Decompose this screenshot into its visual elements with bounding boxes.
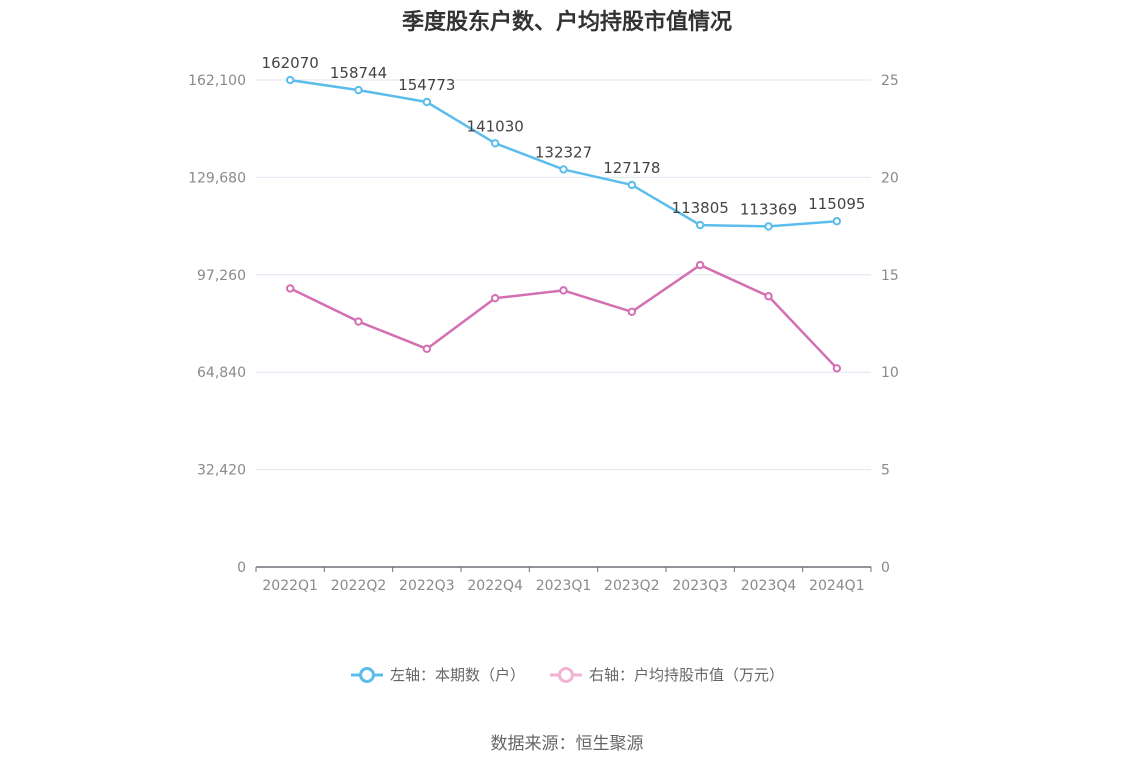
data-point-right — [764, 292, 773, 301]
data-point-right — [559, 286, 568, 295]
right-axis-tick-label: 25 — [881, 73, 899, 89]
data-point-right — [354, 317, 363, 326]
data-point-left — [695, 220, 705, 230]
left-axis-tick-label: 0 — [237, 560, 246, 576]
x-axis-tick-label: 2022Q3 — [399, 578, 455, 594]
legend-item-right-series[interactable]: 右轴：户均持股市值（万元） — [549, 664, 784, 685]
x-axis-tick-label: 2023Q3 — [672, 578, 728, 594]
data-point-right — [695, 260, 705, 270]
legend-swatch-right — [550, 666, 582, 683]
series-line-right — [289, 263, 838, 370]
x-axis-tick-label: 2023Q1 — [536, 578, 592, 594]
chart-title: 季度股东户数、户均持股市值情况 — [401, 10, 732, 35]
legend-swatch-left — [350, 666, 383, 683]
data-point-right — [832, 364, 842, 373]
right-axis-tick-label: 0 — [881, 560, 890, 576]
left-axis-tick-label: 97,260 — [197, 268, 246, 284]
right-axis-tick-label: 10 — [881, 365, 899, 381]
data-point-left — [285, 75, 295, 85]
data-point-right — [490, 293, 500, 303]
data-label: 113369 — [740, 200, 797, 218]
x-axis-tick-label: 2022Q4 — [467, 578, 523, 594]
x-axis-tick-label: 2022Q1 — [262, 578, 318, 594]
x-axis-tick-label: 2023Q2 — [604, 578, 660, 594]
data-point-left — [627, 180, 637, 190]
data-label: 154773 — [398, 76, 455, 94]
legend: 左轴：本期数（户） 右轴：户均持股市值（万元） — [0, 664, 1134, 685]
legend-label-right: 右轴：户均持股市值（万元） — [589, 666, 785, 684]
left-axis-tick-label: 162,100 — [188, 73, 246, 89]
data-point-left — [559, 165, 568, 174]
data-point-left — [490, 139, 500, 148]
data-label: 127178 — [603, 159, 660, 177]
right-axis-tick-label: 15 — [881, 268, 899, 284]
right-axis-tick-label: 20 — [881, 170, 899, 186]
data-point-right — [285, 284, 295, 293]
data-label: 113805 — [672, 199, 729, 217]
data-point-right — [627, 307, 637, 317]
legend-label-left: 左轴：本期数（户） — [389, 666, 525, 684]
data-point-left — [832, 217, 842, 226]
data-label: 132327 — [535, 143, 592, 161]
data-label: 162070 — [262, 54, 319, 72]
left-axis-tick-label: 64,840 — [197, 365, 246, 381]
data-point-left — [764, 222, 773, 231]
left-axis-tick-label: 32,420 — [197, 463, 246, 479]
data-label: 115095 — [808, 195, 865, 213]
data-point-right — [422, 344, 432, 354]
data-point-left — [422, 97, 432, 107]
x-axis-tick-label: 2024Q1 — [809, 578, 865, 594]
data-point-left — [354, 85, 363, 95]
right-axis-tick-label: 5 — [881, 463, 890, 479]
legend-item-left-series[interactable]: 左轴：本期数（户） — [350, 664, 525, 685]
x-axis-tick-label: 2022Q2 — [331, 578, 387, 594]
data-label: 158744 — [330, 64, 387, 82]
left-axis-tick-label: 129,680 — [188, 170, 246, 186]
x-axis-tick-label: 2023Q4 — [741, 578, 797, 594]
data-source: 数据来源：恒生聚源 — [490, 734, 644, 754]
data-label: 141030 — [467, 117, 524, 135]
